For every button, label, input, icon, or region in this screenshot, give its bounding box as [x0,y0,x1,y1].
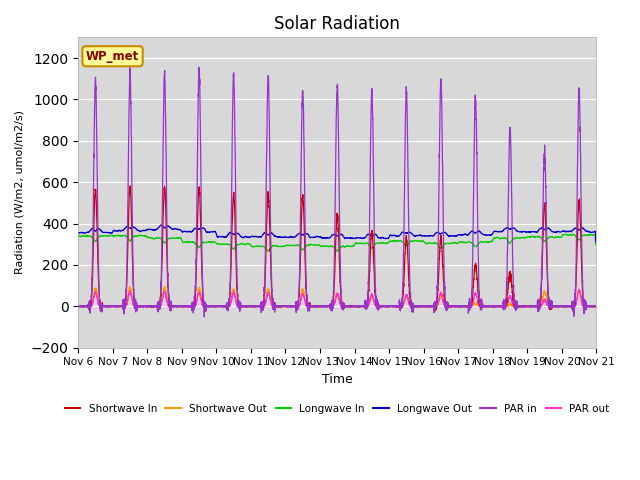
PAR out [424,303,432,309]
Shortwave Out [593,303,600,309]
PAR in [168,303,175,309]
Longwave Out [74,230,82,236]
Shortwave In [425,303,433,309]
Longwave In [483,239,490,245]
PAR out [318,303,326,309]
PAR in [454,303,461,309]
Line: Shortwave Out: Shortwave Out [78,287,596,308]
Text: WP_met: WP_met [86,50,139,63]
Longwave In [562,231,570,237]
PAR in [195,64,203,70]
PAR out [592,303,600,309]
Shortwave Out [453,303,461,309]
Title: Solar Radiation: Solar Radiation [275,15,400,33]
Longwave In [333,248,341,254]
Shortwave In [593,303,600,309]
Legend: Shortwave In, Shortwave Out, Longwave In, Longwave Out, PAR in, PAR out: Shortwave In, Shortwave Out, Longwave In… [61,399,614,418]
PAR in [593,303,600,309]
PAR in [425,303,433,309]
Longwave In [593,242,600,248]
PAR out [575,287,582,292]
PAR out [502,305,509,311]
Longwave Out [593,239,600,244]
Line: Longwave Out: Longwave Out [78,225,596,242]
Shortwave In [126,183,134,189]
PAR out [74,303,82,309]
Shortwave In [592,304,600,310]
Longwave Out [157,222,165,228]
Longwave In [74,233,82,239]
PAR out [168,303,175,309]
Shortwave Out [425,303,433,309]
Shortwave Out [483,303,490,309]
Longwave In [425,240,433,246]
Shortwave Out [168,303,175,309]
Shortwave In [318,303,326,309]
Line: PAR in: PAR in [78,67,596,317]
Longwave Out [318,235,326,240]
Line: Shortwave In: Shortwave In [78,186,596,312]
Shortwave In [201,309,209,315]
Longwave Out [592,239,600,244]
Shortwave Out [592,303,600,309]
Longwave Out [592,239,600,245]
PAR in [592,304,600,310]
Shortwave In [454,303,461,309]
Longwave Out [168,226,175,231]
Y-axis label: Radiation (W/m2, umol/m2/s): Radiation (W/m2, umol/m2/s) [15,110,25,275]
Shortwave In [483,303,490,309]
PAR out [453,303,461,309]
Shortwave Out [161,284,168,289]
Shortwave In [74,303,82,309]
Shortwave Out [318,303,326,309]
Shortwave Out [569,305,577,311]
Line: PAR out: PAR out [78,289,596,308]
PAR in [318,304,326,310]
X-axis label: Time: Time [322,373,353,386]
Longwave Out [483,232,490,238]
Longwave In [453,240,461,246]
PAR in [200,314,208,320]
PAR in [483,303,490,309]
Shortwave In [168,303,175,309]
PAR in [74,303,82,309]
PAR out [483,303,490,309]
Longwave Out [453,233,461,239]
PAR out [593,303,600,309]
Line: Longwave In: Longwave In [78,234,596,251]
Longwave In [592,242,600,248]
Longwave In [318,243,326,249]
Shortwave Out [74,303,82,309]
Longwave Out [425,233,433,239]
Longwave In [168,235,175,241]
